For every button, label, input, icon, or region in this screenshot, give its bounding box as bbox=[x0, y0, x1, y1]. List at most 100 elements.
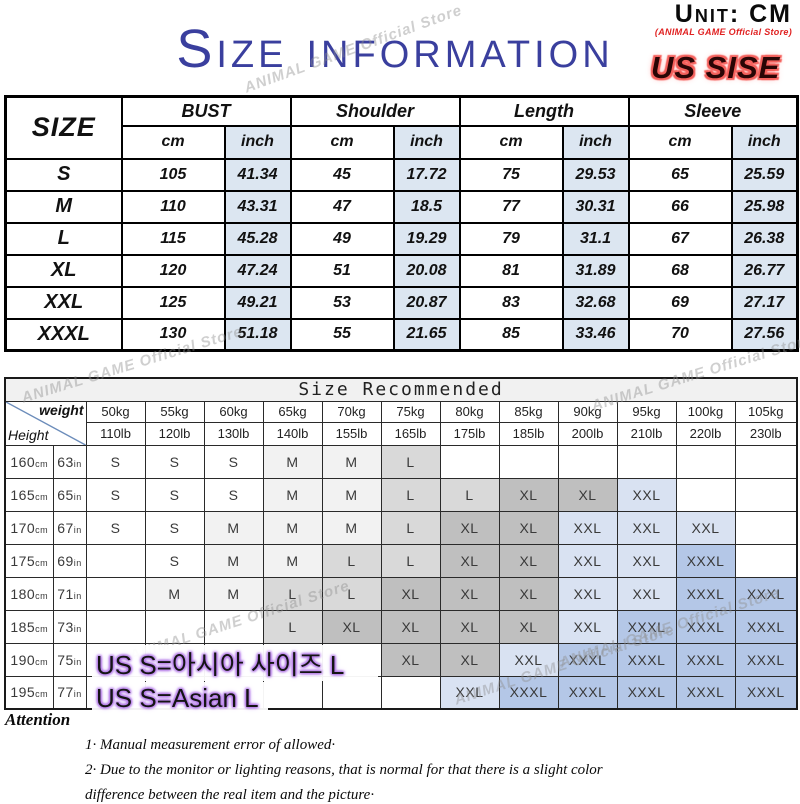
height-number: 71 bbox=[57, 585, 74, 602]
measurement-value-cell: 47.24 bbox=[223, 253, 292, 288]
height-in-cell: 77in bbox=[52, 675, 87, 710]
measurement-value-cell: 67 bbox=[627, 221, 733, 256]
weight-lb-header-cell: 210lb bbox=[616, 421, 677, 446]
recommended-size-cell: S bbox=[144, 477, 205, 512]
unit-header-cm: cm bbox=[120, 124, 226, 160]
height-number: 75 bbox=[57, 651, 74, 668]
recommended-size-cell bbox=[203, 609, 264, 644]
unit-label: Unit: CM bbox=[674, 0, 792, 28]
measurement-value-cell: 47 bbox=[289, 189, 395, 224]
recommended-size-cell: XXXL bbox=[734, 642, 798, 677]
recommended-size-cell bbox=[85, 576, 146, 611]
weight-lb-header-cell: 110lb bbox=[85, 421, 146, 446]
height-unit: cm bbox=[35, 491, 49, 502]
recommended-size-cell: XL bbox=[498, 510, 559, 545]
height-unit: cm bbox=[35, 689, 49, 700]
measurement-value-cell: 75 bbox=[458, 157, 564, 192]
recommended-size-cell: XL bbox=[321, 609, 382, 644]
recommended-size-cell: L bbox=[380, 510, 441, 545]
recommended-size-cell bbox=[675, 477, 736, 512]
size-table-group-row: SIZE BUST Shoulder Length Sleeve bbox=[4, 95, 799, 160]
recommended-table-row: 160cm 63in S S S M M L bbox=[4, 444, 798, 479]
size-table-row: XL 120 47.24 51 20.08 81 31.89 68 26.77 bbox=[4, 253, 799, 288]
recommended-size-cell: XL bbox=[498, 576, 559, 611]
weight-lb-header-cell: 220lb bbox=[675, 421, 736, 446]
attention-note-2-continued: difference between the real item and the… bbox=[85, 787, 375, 803]
recommended-size-cell bbox=[734, 543, 798, 578]
recommended-table-title: Size Recommended bbox=[4, 377, 798, 402]
measurement-value-cell: 65 bbox=[627, 157, 733, 192]
height-cm-cell: 160cm bbox=[4, 444, 54, 479]
height-unit: in bbox=[73, 491, 82, 502]
measurement-value-cell: 83 bbox=[458, 285, 564, 320]
recommended-size-cell: S bbox=[144, 510, 205, 545]
measurement-value-cell: 26.77 bbox=[730, 253, 799, 288]
weight-kg-row: weight Height 50kg 55kg 60kg 65kg 70kg 75kg 80… bbox=[4, 400, 798, 446]
weight-kg-header-cell: 85kg bbox=[498, 400, 559, 423]
height-number: 63 bbox=[57, 453, 74, 470]
size-label-cell: XXXL bbox=[4, 317, 123, 352]
recommended-size-cell bbox=[734, 510, 798, 545]
size-measurements-table: SIZE BUST Shoulder Length Sleeve cm inch cm in… bbox=[4, 95, 800, 352]
measurement-value-cell: 66 bbox=[627, 189, 733, 224]
height-number: 180 bbox=[10, 585, 36, 602]
weight-lb-header-cell: 230lb bbox=[734, 421, 798, 446]
measurement-value-cell: 30.31 bbox=[561, 189, 630, 224]
unit-header-cm: cm bbox=[289, 124, 395, 160]
size-table-row: L 115 45.28 49 19.29 79 31.1 67 26.38 bbox=[4, 221, 799, 256]
recommended-size-cell: XXL bbox=[557, 543, 618, 578]
measurement-value-cell: 32.68 bbox=[561, 285, 630, 320]
recommended-size-cell: XL bbox=[439, 609, 500, 644]
recommended-size-cell: XL bbox=[498, 477, 559, 512]
size-table-body: S 105 41.34 45 17.72 75 29.53 65 25.59 M 110 43.31 4… bbox=[4, 157, 799, 352]
recommended-size-cell: XXL bbox=[675, 510, 736, 545]
measurement-value-cell: 45 bbox=[289, 157, 395, 192]
recommended-size-cell: XXXL bbox=[675, 543, 736, 578]
measurement-value-cell: 31.1 bbox=[561, 221, 630, 256]
weight-kg-header-cell: 105kg bbox=[734, 400, 798, 423]
measurement-value-cell: 53 bbox=[289, 285, 395, 320]
diagonal-divider-line bbox=[6, 401, 86, 445]
recommended-size-cell: XXXL bbox=[675, 576, 736, 611]
recommended-size-cell bbox=[85, 543, 146, 578]
measurement-value-cell: 49.21 bbox=[223, 285, 292, 320]
size-corner-header: SIZE bbox=[4, 95, 123, 160]
recommended-size-cell: XXXL bbox=[675, 675, 736, 710]
recommended-table-row: 165cm 65in S S S M M L L XL XL XXL bbox=[4, 477, 798, 512]
weight-lb-header-cell: 200lb bbox=[557, 421, 618, 446]
weight-kg-header-cell: 95kg bbox=[616, 400, 677, 423]
measurement-value-cell: 110 bbox=[120, 189, 226, 224]
measurement-value-cell: 125 bbox=[120, 285, 226, 320]
recommended-size-cell: S bbox=[203, 444, 264, 479]
attention-note-2: 2· Due to the monitor or lighting reason… bbox=[85, 762, 603, 778]
unit-header-inch: inch bbox=[730, 124, 799, 160]
recommended-size-cell: XXXL bbox=[616, 675, 677, 710]
unit-header-cm: cm bbox=[458, 124, 564, 160]
height-unit: in bbox=[73, 623, 82, 634]
recommended-size-cell: L bbox=[380, 543, 441, 578]
height-number: 65 bbox=[57, 486, 74, 503]
recommended-size-cell bbox=[734, 477, 798, 512]
measurement-value-cell: 85 bbox=[458, 317, 564, 352]
recommended-table-row: 195cm 77in XXL XXXL XXXL XXXL XXXL XXXL bbox=[4, 675, 798, 710]
recommended-size-cell: S bbox=[85, 510, 146, 545]
recommended-size-cell: S bbox=[144, 543, 205, 578]
recommended-size-cell: S bbox=[144, 444, 205, 479]
measurement-value-cell: 26.38 bbox=[730, 221, 799, 256]
weight-kg-header-cell: 65kg bbox=[262, 400, 323, 423]
weight-kg-header-cell: 50kg bbox=[85, 400, 146, 423]
recommended-size-cell: XL bbox=[498, 609, 559, 644]
measurement-value-cell: 17.72 bbox=[392, 157, 461, 192]
height-number: 73 bbox=[57, 618, 74, 635]
recommended-size-cell: XXL bbox=[557, 510, 618, 545]
recommended-size-cell: L bbox=[380, 444, 441, 479]
recommended-size-cell: L bbox=[439, 477, 500, 512]
weight-kg-header-cell: 75kg bbox=[380, 400, 441, 423]
unit-header-cm: cm bbox=[627, 124, 733, 160]
height-unit: in bbox=[73, 557, 82, 568]
recommended-size-cell: XL bbox=[557, 477, 618, 512]
measurement-value-cell: 20.87 bbox=[392, 285, 461, 320]
recommended-size-cell: XL bbox=[439, 642, 500, 677]
measurement-value-cell: 115 bbox=[120, 221, 226, 256]
recommended-size-cell: XXXL bbox=[734, 609, 798, 644]
